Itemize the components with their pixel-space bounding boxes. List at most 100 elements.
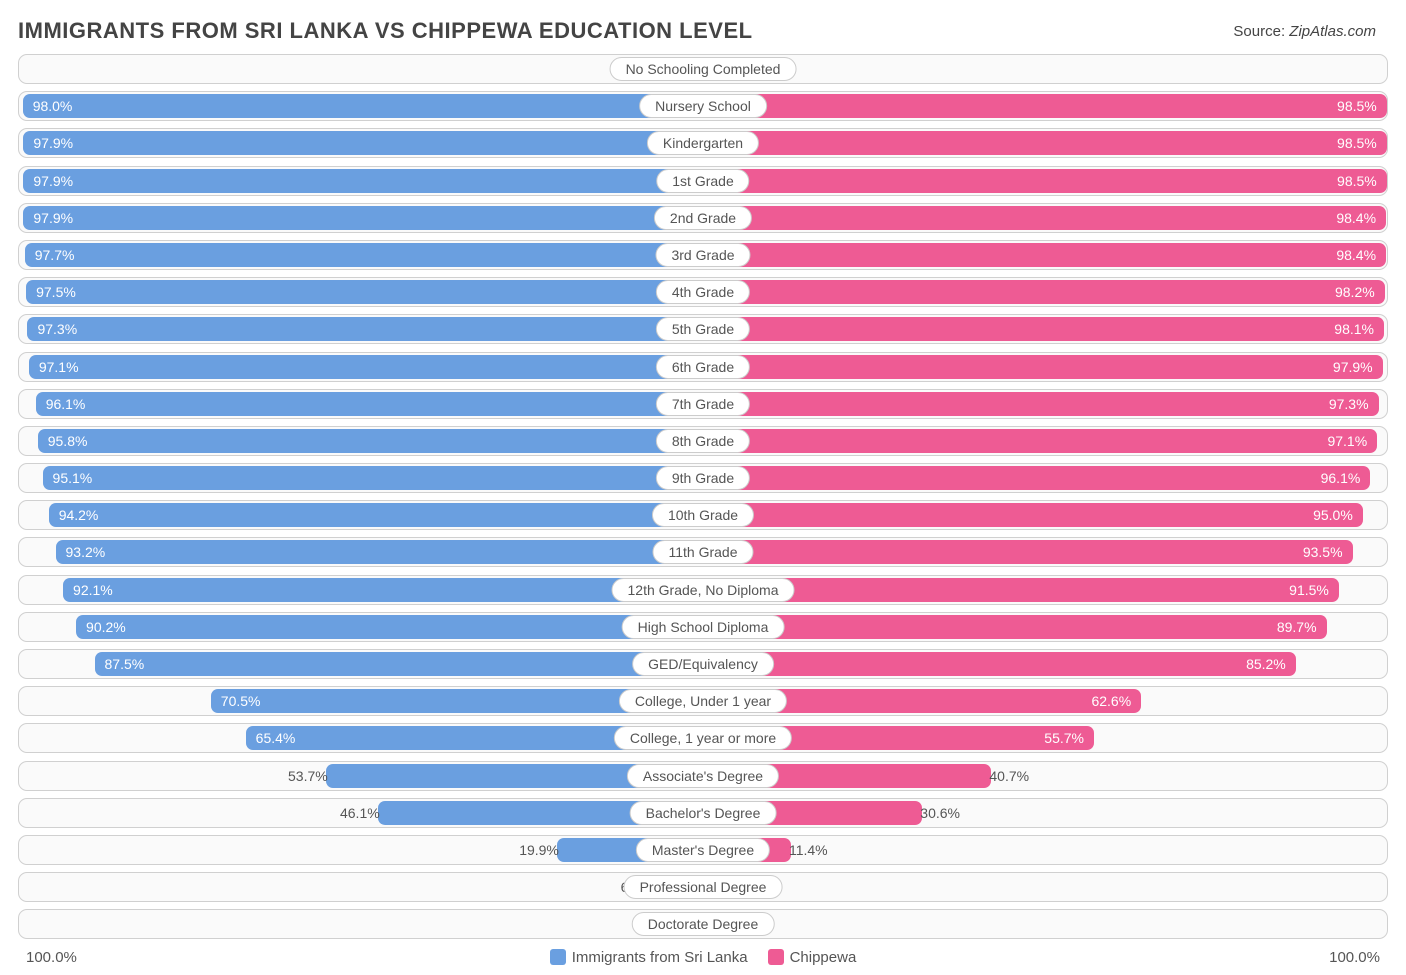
bar-left: 97.9% — [23, 206, 703, 230]
bar-left-value: 96.1% — [46, 396, 86, 412]
bar-left-value: 92.1% — [73, 582, 113, 598]
bar-left: 94.2% — [49, 503, 703, 527]
chart-row: 2.0%1.6%No Schooling Completed — [18, 54, 1388, 84]
bar-right: 98.5% — [703, 131, 1387, 155]
legend-label-right: Chippewa — [790, 949, 857, 966]
category-pill: Kindergarten — [647, 131, 759, 155]
bar-right: 93.5% — [703, 540, 1353, 564]
category-pill: 11th Grade — [652, 540, 753, 564]
bar-right: 98.5% — [703, 169, 1387, 193]
bar-left: 97.3% — [27, 317, 703, 341]
bar-left-value: 98.0% — [33, 98, 73, 114]
category-pill: High School Diploma — [622, 615, 785, 639]
bar-left: 92.1% — [63, 578, 703, 602]
bar-left-value: 95.1% — [53, 470, 93, 486]
category-pill: Doctorate Degree — [632, 912, 775, 936]
bar-left-value: 97.9% — [33, 135, 73, 151]
category-pill: 3rd Grade — [655, 243, 750, 267]
bar-right: 96.1% — [703, 466, 1370, 490]
category-pill: 1st Grade — [656, 169, 749, 193]
category-pill: No Schooling Completed — [610, 57, 797, 81]
category-pill: 6th Grade — [656, 355, 750, 379]
bar-right: 98.2% — [703, 280, 1385, 304]
chart-row: 90.2% 89.7% High School Diploma — [18, 612, 1388, 642]
chart-row: 92.1%91.5%12th Grade, No Diploma — [18, 575, 1388, 605]
bar-right-value: 11.4% — [781, 836, 869, 864]
bar-left-value: 87.5% — [105, 656, 145, 672]
bar-left: 96.1% — [36, 392, 703, 416]
bar-right: 91.5% — [703, 578, 1339, 602]
bar-left: 90.2% — [76, 615, 703, 639]
bar-left-value: 19.9% — [479, 836, 567, 864]
bar-left-value: 97.5% — [36, 284, 76, 300]
source-attribution: Source: ZipAtlas.com — [1233, 23, 1376, 40]
bar-right-value: 98.5% — [1337, 135, 1377, 151]
bar-right: 98.4% — [703, 206, 1386, 230]
category-pill: Bachelor's Degree — [630, 801, 777, 825]
category-pill: GED/Equivalency — [632, 652, 774, 676]
bar-right-value: 97.3% — [1329, 396, 1369, 412]
bar-left: 98.0% — [23, 94, 703, 118]
chart-row: 95.8% 97.1% 8th Grade — [18, 426, 1388, 456]
chart-row: 97.9% 98.5%1st Grade — [18, 166, 1388, 196]
bar-left: 97.1% — [29, 355, 703, 379]
bar-right: 97.1% — [703, 429, 1377, 453]
chart-body: 2.0%1.6%No Schooling Completed 98.0% 98.5%… — [0, 54, 1406, 939]
chart-row: 19.9% 11.4% Master's Degree — [18, 835, 1388, 865]
bar-right: 98.1% — [703, 317, 1384, 341]
bar-right-value: 95.0% — [1313, 507, 1353, 523]
category-pill: 5th Grade — [656, 317, 750, 341]
bar-right-value: 98.4% — [1336, 210, 1376, 226]
bar-right-value: 89.7% — [1277, 619, 1317, 635]
bar-right-value: 93.5% — [1303, 544, 1343, 560]
bar-left-value: 95.8% — [48, 433, 88, 449]
bar-right-value: 91.5% — [1289, 582, 1329, 598]
bar-left: 97.7% — [25, 243, 703, 267]
bar-left-value: 97.9% — [33, 210, 73, 226]
bar-right-value: 98.2% — [1335, 284, 1375, 300]
chart-row: 70.5%62.6%College, Under 1 year — [18, 686, 1388, 716]
bar-left-value: 94.2% — [59, 507, 99, 523]
bar-left: 97.5% — [26, 280, 703, 304]
source-name: ZipAtlas.com — [1289, 23, 1376, 40]
bar-right-value: 98.5% — [1337, 98, 1377, 114]
category-pill: Professional Degree — [624, 875, 783, 899]
chart-row: 65.4%55.7%College, 1 year or more — [18, 723, 1388, 753]
bar-left-value: 97.9% — [33, 173, 73, 189]
category-pill: College, 1 year or more — [614, 726, 792, 750]
category-pill: 7th Grade — [656, 392, 750, 416]
bar-right-value: 85.2% — [1246, 656, 1286, 672]
category-pill: College, Under 1 year — [619, 689, 787, 713]
bar-right-value: 55.7% — [1044, 730, 1084, 746]
chart-row: 98.0%98.5%Nursery School — [18, 91, 1388, 121]
axis-max-right: 100.0% — [1329, 949, 1380, 966]
chart-footer: 100.0% Immigrants from Sri Lanka Chippew… — [0, 947, 1406, 966]
chart-row: 46.1%30.6%Bachelor's Degree — [18, 798, 1388, 828]
legend-swatch-right — [768, 949, 784, 965]
chart-row: 97.7% 98.4% 3rd Grade — [18, 240, 1388, 270]
bar-right-value: 98.4% — [1336, 247, 1376, 263]
bar-left: 95.1% — [43, 466, 703, 490]
bar-left-value: 97.7% — [35, 247, 75, 263]
bar-right: 85.2% — [703, 652, 1296, 676]
category-pill: 2nd Grade — [654, 206, 752, 230]
bar-left-value: 53.7% — [248, 762, 336, 790]
bar-left-value: 93.2% — [66, 544, 106, 560]
bar-right: 97.9% — [703, 355, 1383, 379]
bar-right: 97.3% — [703, 392, 1379, 416]
chart-row: 97.1% 97.9%6th Grade — [18, 352, 1388, 382]
bar-right: 89.7% — [703, 615, 1327, 639]
bar-right-value: 40.7% — [981, 762, 1069, 790]
bar-right-value: 30.6% — [912, 799, 1000, 827]
category-pill: 8th Grade — [656, 429, 750, 453]
bar-right-value: 62.6% — [1091, 693, 1131, 709]
category-pill: Master's Degree — [636, 838, 770, 862]
bar-right-value: 97.1% — [1327, 433, 1367, 449]
bar-left: 87.5% — [95, 652, 704, 676]
legend-swatch-left — [550, 949, 566, 965]
category-pill: 4th Grade — [656, 280, 750, 304]
bar-right: 95.0% — [703, 503, 1363, 527]
category-pill: Associate's Degree — [627, 764, 779, 788]
bar-left: 95.8% — [38, 429, 703, 453]
bar-left-value: 97.1% — [39, 359, 79, 375]
